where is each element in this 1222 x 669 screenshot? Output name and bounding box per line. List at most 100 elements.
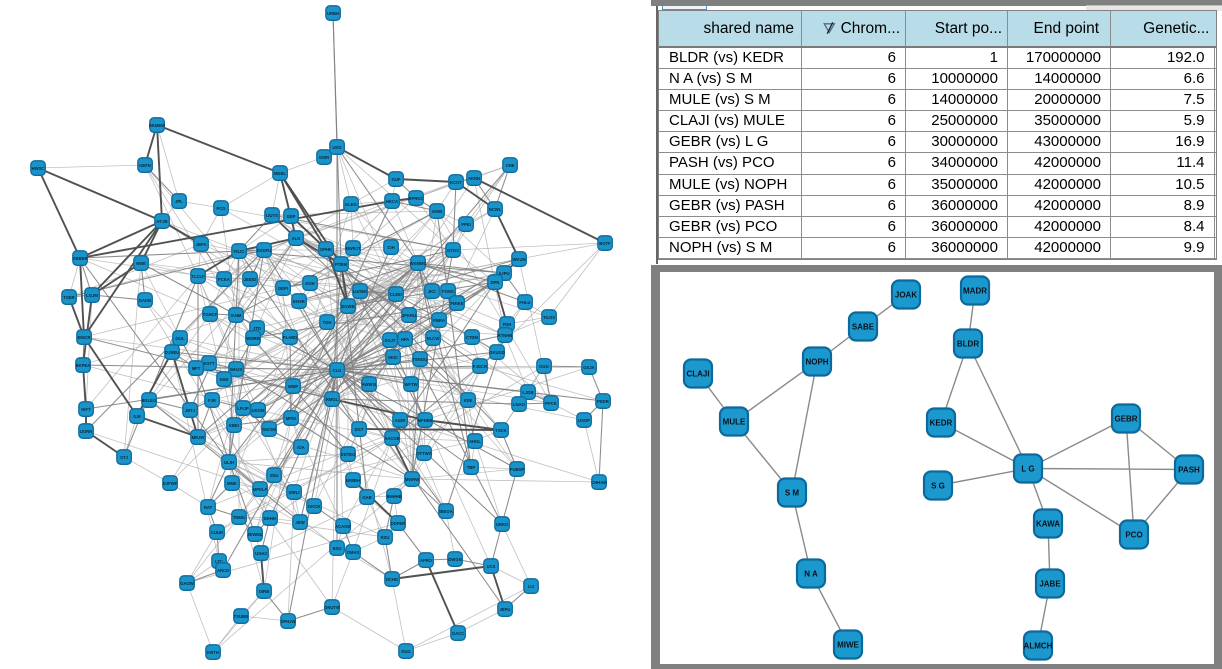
svg-text:MIWE: MIWE bbox=[837, 640, 859, 649]
svg-text:LGJM: LGJM bbox=[86, 293, 98, 298]
svg-text:LFIJP: LFIJP bbox=[237, 406, 249, 411]
svg-text:UJOEK: UJOEK bbox=[353, 289, 367, 294]
svg-text:ULIH: ULIH bbox=[224, 460, 234, 465]
svg-text:PPCK: PPCK bbox=[545, 401, 557, 406]
svg-text:ARCD: ARCD bbox=[217, 568, 229, 573]
svg-text:STJ: STJ bbox=[120, 455, 128, 460]
svg-text:DEPI: DEPI bbox=[278, 286, 288, 291]
svg-text:TILDS: TILDS bbox=[543, 315, 555, 320]
svg-text:WKUN: WKUN bbox=[512, 257, 525, 262]
svg-text:MWRJT: MWRJT bbox=[345, 246, 361, 251]
svg-text:SGJT: SGJT bbox=[385, 338, 396, 343]
svg-text:JBFK: JBFK bbox=[196, 242, 207, 247]
svg-text:SDU: SDU bbox=[270, 473, 279, 478]
svg-text:JPKRU: JPKRU bbox=[402, 313, 416, 318]
svg-text:URKD: URKD bbox=[496, 522, 508, 527]
svg-text:TNMG: TNMG bbox=[233, 515, 245, 520]
svg-text:CHHAM: CHHAM bbox=[591, 480, 607, 485]
svg-text:WWBH: WWBH bbox=[346, 478, 360, 483]
svg-text:ELEG: ELEG bbox=[345, 202, 356, 207]
svg-text:MPID: MPID bbox=[286, 416, 296, 421]
svg-text:AGIR: AGIR bbox=[395, 418, 405, 423]
svg-text:S M: S M bbox=[785, 488, 800, 497]
svg-text:JEPU: JEPU bbox=[500, 607, 511, 612]
svg-text:EHSR: EHSR bbox=[293, 299, 305, 304]
svg-text:DGWB: DGWB bbox=[341, 304, 354, 309]
svg-text:JBW: JBW bbox=[295, 520, 304, 525]
svg-text:DPN: DPN bbox=[491, 280, 500, 285]
svg-text:JEWMU: JEWMU bbox=[247, 532, 263, 537]
svg-text:UORN: UORN bbox=[80, 429, 92, 434]
svg-text:SRNJ: SRNJ bbox=[288, 490, 300, 495]
svg-text:IJUTS: IJUTS bbox=[266, 213, 278, 218]
svg-text:JKC: JKC bbox=[428, 289, 436, 294]
svg-text:GWR: GWR bbox=[319, 155, 329, 160]
svg-text:SNCIM: SNCIM bbox=[262, 427, 276, 432]
svg-text:LTC: LTC bbox=[215, 559, 223, 564]
svg-text:ACASW: ACASW bbox=[335, 524, 351, 529]
svg-text:AACOB: AACOB bbox=[384, 436, 399, 441]
svg-text:N A: N A bbox=[804, 569, 818, 578]
svg-text:KAWA: KAWA bbox=[1036, 519, 1060, 528]
svg-text:FONS: FONS bbox=[442, 289, 454, 294]
svg-text:ALG: ALG bbox=[292, 236, 301, 241]
svg-text:OIRB: OIRB bbox=[259, 589, 269, 594]
svg-text:LJDB: LJDB bbox=[523, 390, 534, 395]
svg-text:GKUGD: GKUGD bbox=[489, 350, 505, 355]
svg-text:JTD: JTD bbox=[253, 326, 261, 331]
svg-text:BKMEW: BKMEW bbox=[149, 123, 165, 128]
svg-text:CLG: CLG bbox=[333, 368, 342, 373]
svg-text:WMRB: WMRB bbox=[246, 336, 260, 341]
svg-text:DJFWF: DJFWF bbox=[163, 481, 178, 486]
svg-text:FHLU: FHLU bbox=[519, 300, 530, 305]
svg-text:KOH: KOH bbox=[305, 281, 314, 286]
svg-text:JPL: JPL bbox=[175, 199, 183, 204]
svg-text:GEBR: GEBR bbox=[1114, 414, 1137, 423]
svg-text:RAT: RAT bbox=[204, 505, 213, 510]
svg-text:FCKA: FCKA bbox=[218, 277, 230, 282]
svg-text:CIH: CIH bbox=[387, 245, 394, 250]
svg-text:WFTW: WFTW bbox=[404, 382, 417, 387]
svg-text:RMGL: RMGL bbox=[326, 397, 339, 402]
svg-text:TSUBB: TSUBB bbox=[234, 614, 248, 619]
svg-text:OIJL: OIJL bbox=[175, 336, 185, 341]
svg-text:FMRA: FMRA bbox=[433, 318, 445, 323]
svg-text:RSU: RSU bbox=[381, 535, 390, 540]
svg-text:DWGN: DWGN bbox=[448, 557, 461, 562]
svg-text:AWWSI: AWWSI bbox=[362, 382, 377, 387]
svg-text:JEIDD: JEIDD bbox=[244, 277, 256, 282]
svg-text:UKD: UKD bbox=[332, 145, 341, 150]
svg-text:DPHJW: DPHJW bbox=[280, 619, 295, 624]
svg-text:LIJ: LIJ bbox=[528, 584, 535, 589]
svg-text:DDTEG: DDTEG bbox=[341, 452, 356, 457]
svg-text:TLCLF: TLCLF bbox=[191, 274, 205, 279]
svg-text:KRTH: KRTH bbox=[207, 650, 219, 655]
svg-text:OGG: OGG bbox=[539, 364, 549, 369]
svg-text:AHGL: AHGL bbox=[469, 439, 481, 444]
svg-text:BSU: BSU bbox=[333, 546, 342, 551]
svg-text:DDFER: DDFER bbox=[391, 521, 405, 526]
svg-text:DCHD: DCHD bbox=[386, 577, 398, 582]
svg-text:OMAS: OMAS bbox=[347, 550, 360, 555]
svg-text:WKMMC: WKMMC bbox=[410, 261, 427, 266]
svg-text:USOP: USOP bbox=[578, 418, 590, 423]
svg-text:PPEI: PPEI bbox=[461, 222, 471, 227]
svg-text:MPKLF: MPKLF bbox=[253, 487, 268, 492]
svg-text:CUUR: CUUR bbox=[211, 530, 223, 535]
svg-text:FDJC: FDJC bbox=[234, 249, 245, 254]
svg-text:MFT: MFT bbox=[192, 366, 201, 371]
svg-text:GACC: GACC bbox=[452, 631, 464, 636]
svg-text:OTTWO: OTTWO bbox=[416, 451, 432, 456]
svg-text:FDH: FDH bbox=[503, 322, 512, 327]
svg-text:IBEOA: IBEOA bbox=[439, 509, 452, 514]
svg-text:AFRO: AFRO bbox=[420, 558, 433, 563]
svg-text:FJR: FJR bbox=[208, 398, 216, 403]
svg-text:NSN: NSN bbox=[220, 377, 229, 382]
svg-text:MADR: MADR bbox=[963, 286, 987, 295]
svg-text:MULE: MULE bbox=[723, 417, 746, 426]
svg-text:FJGCR: FJGCR bbox=[473, 364, 487, 369]
svg-text:UGHJ: UGHJ bbox=[255, 551, 267, 556]
svg-text:PTBM: PTBM bbox=[335, 262, 347, 267]
svg-text:JABE: JABE bbox=[1039, 579, 1061, 588]
svg-text:GUF: GUF bbox=[392, 177, 401, 182]
